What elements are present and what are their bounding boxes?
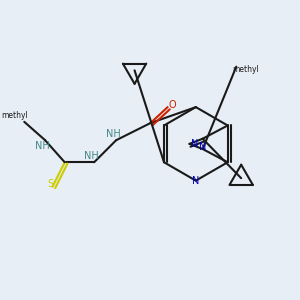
Text: NH: NH: [35, 141, 50, 151]
Text: NH: NH: [106, 129, 121, 139]
Text: N: N: [191, 139, 198, 149]
Text: N: N: [192, 176, 200, 186]
Text: O: O: [169, 100, 176, 110]
Text: NH: NH: [84, 151, 99, 161]
Text: methyl: methyl: [233, 64, 260, 74]
Text: S: S: [47, 179, 53, 189]
Text: methyl: methyl: [1, 111, 28, 120]
Text: N: N: [199, 142, 206, 152]
